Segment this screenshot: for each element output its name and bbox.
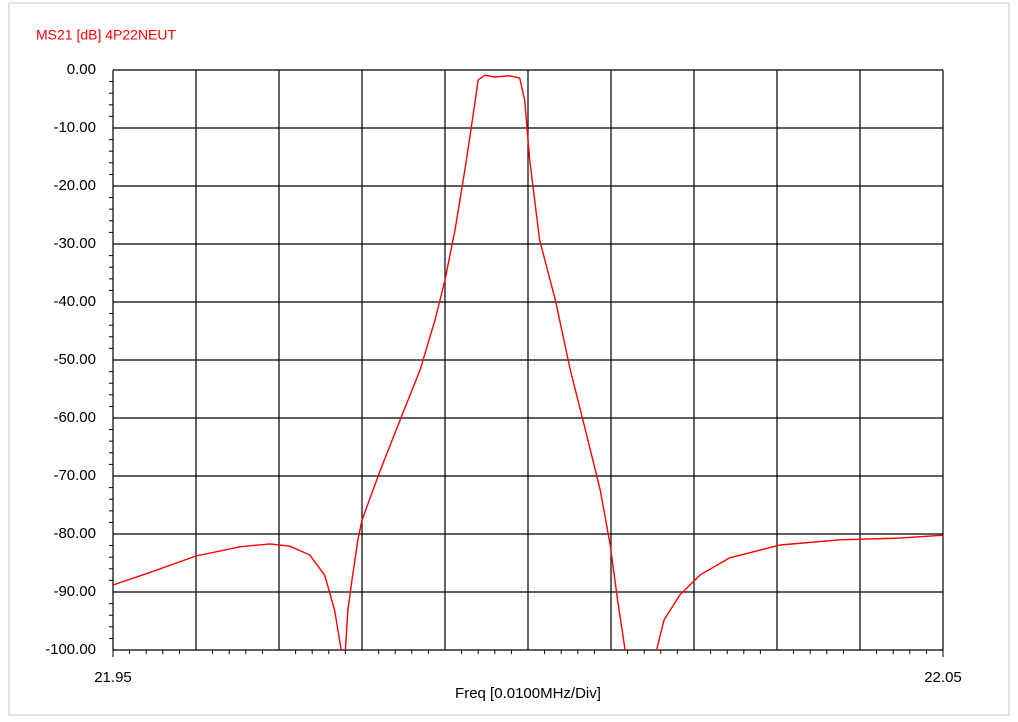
x-tick-label: 22.05: [924, 669, 962, 686]
chart-title: MS21 [dB] 4P22NEUT: [36, 27, 177, 43]
x-axis-label: Freq [0.0100MHz/Div]: [455, 685, 601, 702]
y-tick-label: -10.00: [53, 119, 96, 136]
y-tick-label: -80.00: [53, 525, 96, 542]
y-tick-label: -60.00: [53, 409, 96, 426]
y-tick-label: -20.00: [53, 177, 96, 194]
x-tick-label: 21.95: [94, 669, 132, 686]
trace: [112, 74, 944, 651]
y-tick-label: -50.00: [53, 351, 96, 368]
frame: [8, 2, 1010, 716]
y-tick-label: -30.00: [53, 235, 96, 252]
y-tick-label: -100.00: [45, 641, 96, 658]
y-tick-label: 0.00: [67, 61, 96, 78]
y-tick-label: -90.00: [53, 583, 96, 600]
y-tick-label: -40.00: [53, 293, 96, 310]
y-tick-label: -70.00: [53, 467, 96, 484]
